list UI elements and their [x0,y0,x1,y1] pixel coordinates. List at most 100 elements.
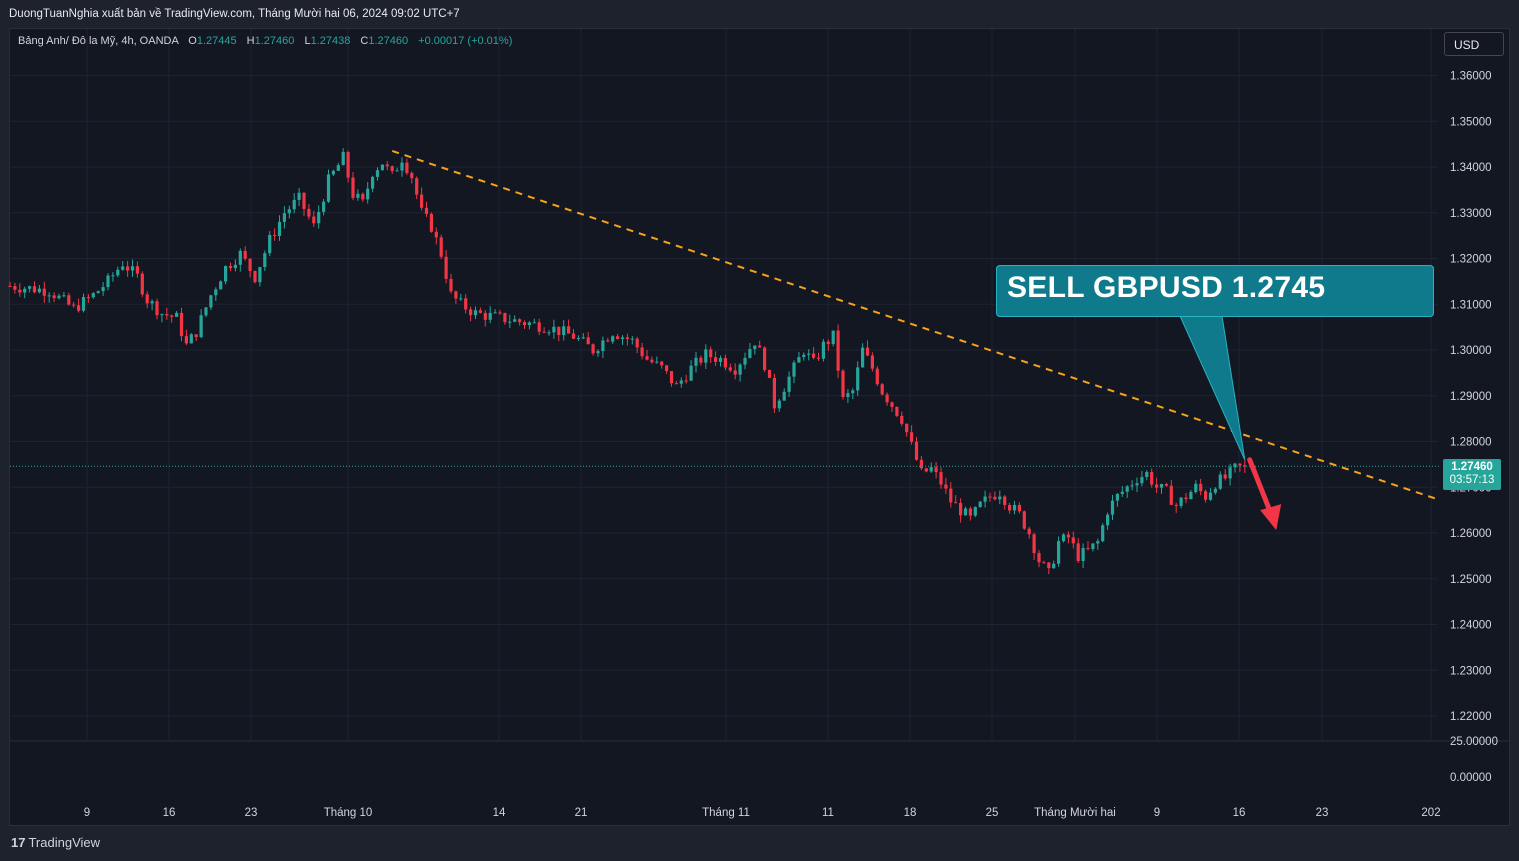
candle-body [993,496,997,500]
candle-body [1115,493,1119,501]
chart-pane[interactable] [9,28,1510,826]
time-tick-label: 9 [1154,807,1160,819]
candle-body [694,357,698,366]
candle-body [1110,500,1115,515]
candle-body [52,295,56,299]
candle-body [929,467,933,472]
price-tick-label: 1.32000 [1450,254,1492,266]
price-axis[interactable]: 1.36000 1.35000 1.34000 1.33000 1.32000 1.310… [1450,71,1492,724]
candle-body [914,441,919,460]
candle-body [126,266,130,271]
candle-body [238,250,242,265]
candle-body [973,507,977,516]
candle-body [199,315,203,338]
grid [10,29,1438,740]
currency-button[interactable]: USD [1444,32,1504,56]
price-tick-label: 1.28000 [1450,437,1492,449]
close-value: 1.27460 [368,35,409,47]
candle-body [1042,562,1046,564]
candle-body [1233,463,1237,468]
candle-body [1213,488,1217,493]
candle-body [1194,483,1198,492]
candle-body [586,337,590,345]
time-tick-label: Tháng Mười hai [1034,807,1116,819]
candle-body [464,298,468,310]
trendline[interactable] [391,150,1437,500]
candle-body [493,312,497,314]
candle-body [488,312,492,320]
candle-body [743,357,747,365]
candle-body [380,164,384,171]
candle-body [28,286,32,289]
callout-pointer [1179,315,1246,461]
candle-body [562,326,566,336]
sell-callout[interactable]: SELL GBPUSD 1.2745 [996,265,1434,317]
candle-body [885,394,889,403]
candle-body [655,361,659,363]
candle-body [86,297,90,299]
candle-body [1076,543,1080,562]
candle-body [62,295,66,297]
candle-body [821,341,825,359]
time-tick-label: 18 [904,807,917,819]
candle-body [179,312,184,337]
candle-body [812,353,816,358]
candle-body [601,340,605,352]
candle-body [155,301,159,316]
candle-body [243,250,247,259]
candle-body [1008,505,1012,511]
candle-body [454,291,458,299]
candle-body [91,293,95,298]
candle-body [1179,497,1183,506]
candle-body [140,273,144,295]
candle-body [669,371,674,384]
candle-body [836,330,840,371]
candle-body [1130,485,1134,487]
open-label: O [188,35,197,47]
candle-body [116,269,120,276]
candle-body [375,170,380,177]
brand[interactable]: 17 TradingView [11,835,100,850]
candle-body [665,365,669,372]
time-axis[interactable]: 9 16 23 Tháng 10 14 21 Tháng 11 11 18 25 Tháng Mườ… [84,807,1441,819]
callout-pointer-shape [1179,315,1246,461]
candle-body [1071,537,1075,544]
candle-body [846,393,850,397]
candle-body [513,319,517,322]
candle-body [620,337,625,339]
candle-body [1101,525,1105,542]
candle-body [1238,463,1242,466]
candle-body [537,322,541,332]
candle-body [302,192,306,209]
candle-body [444,256,448,279]
candle-body [194,334,198,338]
candle-body [1120,491,1124,494]
time-tick-label: 25 [986,807,999,819]
low-value: 1.27438 [310,35,351,47]
candle-body [233,264,237,269]
candle-body [410,173,414,179]
time-tick-label: 11 [822,807,834,819]
candle-body [326,174,331,202]
candle-body [469,309,473,316]
candle-body [738,364,742,375]
candle-body [1218,474,1222,489]
time-tick-label: 23 [1316,807,1329,819]
candle-body [170,315,174,317]
candle-body [214,289,218,296]
candle-body [248,258,252,271]
candle-body [772,377,776,409]
candle-body [522,322,527,325]
symbol-info[interactable]: Bảng Anh/ Đô la Mỹ, 4h, OANDA [18,35,179,47]
candle-body [753,345,757,350]
candle-body [130,266,135,271]
candle-body [816,357,821,359]
candle-body [650,359,654,363]
candle-body [371,176,375,189]
candle-body [1204,491,1208,500]
candle-body [150,301,154,304]
candle-body [336,165,340,171]
candle-body [733,370,737,375]
candle-body [282,213,286,222]
